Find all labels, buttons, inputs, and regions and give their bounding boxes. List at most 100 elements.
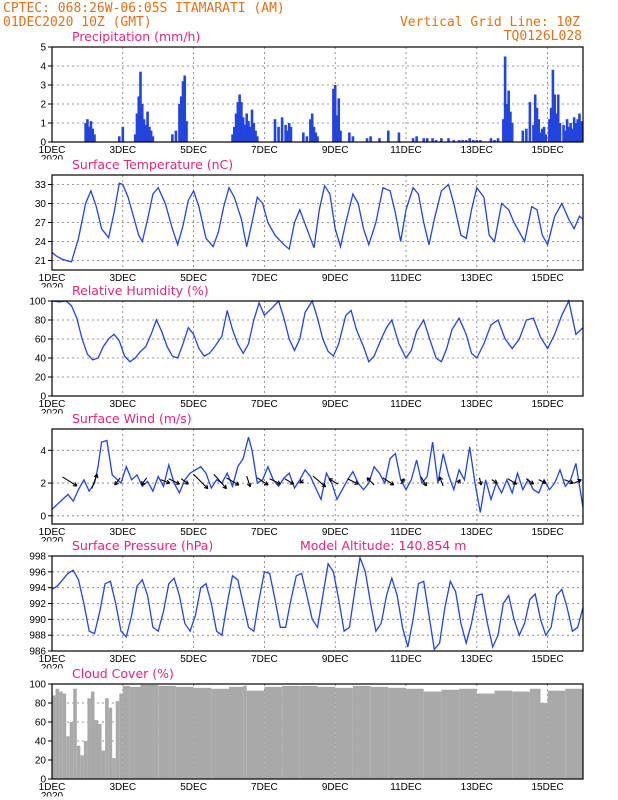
- precip-bar: [149, 130, 153, 142]
- humidity-title: Relative Humidity (%): [72, 283, 209, 298]
- temp-panel: 21 24 27 30 33 1DEC 3DEC 5DEC 7DEC 9DEC 11DEC 13DEC…: [35, 174, 584, 293]
- humidity-ytick-label: 80: [35, 316, 47, 327]
- precip-bar: [447, 138, 450, 142]
- cloud-bar: [158, 685, 176, 779]
- precip-bar: [91, 128, 95, 142]
- temp-ytick-label: 24: [35, 237, 47, 248]
- precipitation-title: Precipitation (mm/h): [72, 29, 200, 44]
- cloud-bar: [76, 745, 81, 779]
- pressure-year-label: 2020: [41, 663, 64, 674]
- cloud-ytick-label: 100: [29, 680, 46, 691]
- cloud-xtick-label: 5DEC: [180, 782, 207, 793]
- precip-bar: [335, 115, 339, 142]
- wind-vector: [168, 478, 180, 485]
- precip-bar: [489, 138, 493, 142]
- cloud-bar: [264, 686, 283, 779]
- precip-bar: [252, 123, 256, 142]
- pressure-ytick-label: 988: [29, 631, 46, 642]
- wind-xtick-label: 5DEC: [180, 527, 207, 538]
- wind-xtick-label: 1DEC: [39, 527, 66, 538]
- humidity-frame: [51, 300, 584, 397]
- precip-bar: [144, 124, 148, 142]
- cloud-bar: [370, 686, 389, 779]
- precip-bar: [574, 123, 578, 142]
- precip-bar: [238, 94, 241, 142]
- precip-bar: [502, 119, 505, 142]
- precip-bar: [535, 107, 539, 142]
- precip-bar: [181, 81, 185, 142]
- wind-vector: [312, 475, 327, 488]
- precip-bar: [174, 130, 178, 142]
- header-station: CPTEC: 068:26W-06:05S ITAMARATI (AM): [3, 1, 285, 16]
- precip-bar: [241, 117, 245, 142]
- precip-bar: [171, 134, 174, 142]
- cloud-bar: [246, 690, 265, 779]
- cloud-bar: [512, 691, 530, 779]
- cloud-bar: [87, 698, 91, 779]
- cloud-year-label: 2020: [41, 791, 64, 800]
- precip-bar: [302, 132, 305, 142]
- cloud-bar: [243, 685, 247, 779]
- wind-vector: [420, 476, 427, 487]
- wind-vector: [366, 477, 375, 486]
- cloud-ytick-label: 60: [35, 718, 47, 729]
- cloud-bar: [59, 691, 63, 779]
- temperature-title: Surface Temperature (nC): [72, 157, 233, 172]
- precip-xtick-label: 15DEC: [531, 145, 563, 156]
- cloud-bar: [73, 688, 77, 779]
- temp-xtick-label: 15DEC: [531, 273, 563, 284]
- precip-xtick-label: 5DEC: [180, 145, 207, 156]
- humidity-xtick-label: 15DEC: [531, 399, 563, 410]
- precip-bar: [332, 88, 335, 142]
- cloud-bar: [459, 688, 477, 779]
- humidity-ytick-label: 100: [29, 297, 46, 308]
- precip-bar: [87, 126, 91, 142]
- precip-bar: [310, 113, 314, 142]
- humidity-xtick-label: 7DEC: [251, 399, 278, 410]
- precip-bar: [434, 140, 438, 142]
- precip-year-label: 2020: [41, 154, 64, 165]
- cloud-bar: [108, 707, 113, 779]
- precip-ytick-label: 2: [40, 100, 46, 111]
- temp-xtick-label: 5DEC: [180, 273, 207, 284]
- precip-bar: [533, 94, 537, 142]
- precip-bar: [532, 124, 535, 142]
- cloud-bar: [105, 698, 109, 779]
- cloud-xtick-label: 3DEC: [109, 782, 136, 793]
- cloud-bar: [115, 701, 120, 779]
- precip-bar: [117, 136, 121, 142]
- cloud-bar: [83, 741, 88, 779]
- wind-vector: [193, 473, 209, 490]
- precip-bar: [178, 104, 181, 142]
- wind-vector: [62, 476, 78, 487]
- pressure-ytick-label: 996: [29, 567, 46, 578]
- precip-bar: [185, 121, 188, 142]
- cloud-bar: [565, 688, 583, 779]
- wind-vector: [269, 478, 281, 485]
- precip-bar: [286, 130, 289, 142]
- cloud-bar: [211, 688, 229, 779]
- header-run-time: 01DEC2020 10Z (GMT): [3, 15, 152, 30]
- precip-bar: [525, 128, 528, 142]
- temp-xtick-label: 3DEC: [109, 273, 136, 284]
- humidity-xtick-label: 9DEC: [322, 399, 349, 410]
- cloud-bar: [540, 703, 548, 779]
- humidity-panel: 0 20 40 60 80 100 1DEC 3DEC 5DEC 7DEC 9DEC 11DEC 13D…: [29, 297, 584, 420]
- humidity-line: [51, 299, 584, 364]
- precip-bar: [86, 119, 89, 142]
- temp-xtick-label: 11DEC: [390, 273, 422, 284]
- precip-bar: [537, 119, 541, 142]
- cloud-bar: [229, 686, 244, 779]
- wind-vector: [246, 475, 252, 488]
- precip-bar: [247, 121, 250, 142]
- precip-bar: [135, 113, 139, 142]
- precip-bar: [564, 130, 567, 142]
- precip-ytick-label: 0: [40, 138, 46, 149]
- precip-bar: [558, 123, 562, 142]
- pressure-ytick-label: 994: [29, 583, 46, 594]
- wind-frame: [51, 428, 584, 525]
- pressure-title: Surface Pressure (hPa): [72, 538, 213, 553]
- wind-vector: [573, 478, 582, 484]
- precip-bar: [148, 126, 151, 142]
- precip-bar: [121, 126, 125, 142]
